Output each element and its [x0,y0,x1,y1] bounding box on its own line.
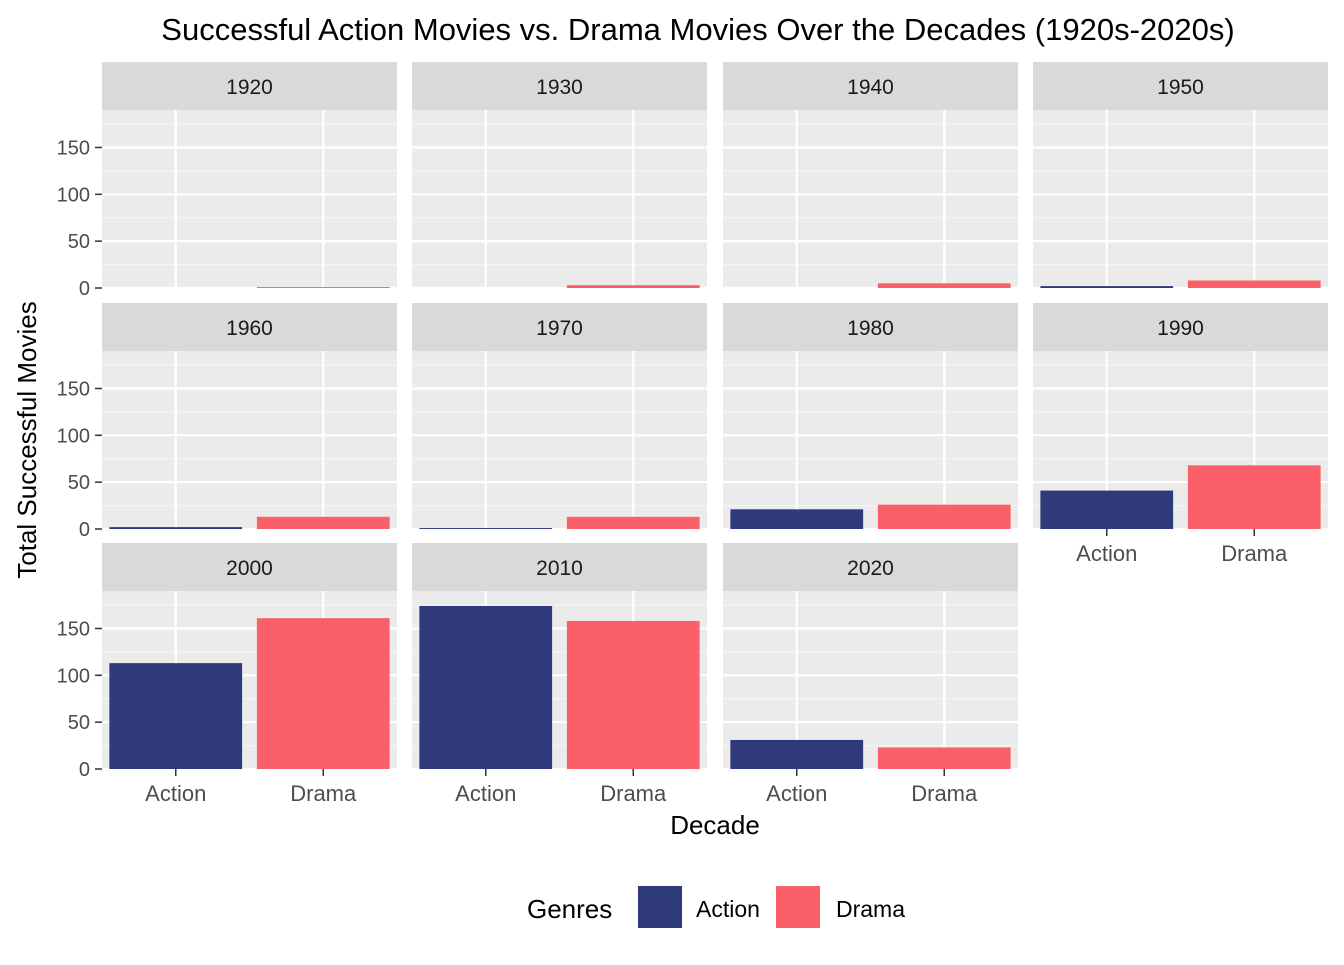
facet-1960-strip [102,303,397,351]
facet-1980-bar-action [730,509,864,529]
facet-1930-plot-background [412,110,707,288]
facet-2020-strip [723,543,1018,591]
facet-1990-x-tick-label: Drama [1221,541,1288,566]
facet-1920-strip [102,62,397,110]
facet-1990-strip-label: 1990 [1157,317,1204,340]
facet-2020-bar-drama [877,747,1011,769]
facet-1920-y-tick-label: 0 [79,278,90,300]
facet-2010-bar-action [419,605,553,769]
facet-2020-x-tick-label: Action [766,781,827,806]
facet-1970-strip-label: 1970 [536,317,583,340]
facet-1980-plot-background [723,351,1018,529]
facet-2000-x-tick-label: Drama [290,781,357,806]
legend-title: Genres [527,894,612,924]
x-axis-label: Decade [670,810,760,840]
facet-1960-bar-action [109,527,243,529]
facet-1960-y-tick-label: 100 [57,425,90,447]
facet-1960-panel: 1960 0 50 100 150 [57,303,397,541]
facet-1990-strip [1033,303,1328,351]
facet-2000-y-tick-label: 0 [79,759,90,781]
facet-1930-strip-label: 1930 [536,76,583,99]
facet-2020-panel: 2020 Action Drama [723,543,1018,806]
facet-1920-strip-label: 1920 [226,76,273,99]
facet-2000-strip-label: 2000 [226,557,273,580]
facet-1960-plot-background [102,351,397,529]
legend: Genres Action Drama [527,886,905,928]
facet-2000-y-tick-label: 50 [68,712,90,734]
facet-1940-bar-drama [877,283,1011,288]
facet-1930-strip [412,62,707,110]
facet-2000-x-tick-label: Action [145,781,206,806]
chart-title: Successful Action Movies vs. Drama Movie… [161,12,1234,47]
facet-1980-strip [723,303,1018,351]
facet-1980-bar-drama [877,504,1011,529]
facet-1970-strip [412,303,707,351]
facet-1960-y-tick-label: 50 [68,472,90,494]
facet-1920-y-tick-label: 150 [57,137,90,159]
facet-1970-panel: 1970 [412,303,707,531]
facet-1960-strip-label: 1960 [226,317,273,340]
facet-1970-bar-drama [566,516,700,529]
facet-1950-strip-label: 1950 [1157,76,1204,99]
facet-1920-panel: 1920 0 50 100 150 [57,62,397,300]
facet-1920-y-tick-label: 100 [57,184,90,206]
facet-1990-x-tick-label: Action [1076,541,1137,566]
facet-1940-plot-background [723,110,1018,288]
facet-2000-y-tick-label: 100 [57,665,90,687]
facet-1950-bar-action [1040,286,1174,288]
facet-2010-bar-drama [566,620,700,769]
facet-1960-y-tick-label: 0 [79,519,90,541]
facet-1950-strip [1033,62,1328,110]
facet-2020-x-tick-label: Drama [911,781,978,806]
facet-1920-y-tick-label: 50 [68,231,90,253]
facet-2000-panel: 2000 0 50 100 150 Action Drama [57,543,397,806]
facet-1920-bar-drama [256,287,390,288]
facet-2010-strip-label: 2010 [536,557,583,580]
facet-1990-panel: 1990 Action Drama [1033,303,1328,566]
legend-label-drama: Drama [836,896,905,922]
facet-1930-panel: 1930 [412,62,707,290]
facet-2020-strip-label: 2020 [847,557,894,580]
facet-2000-bar-drama [256,618,390,769]
legend-key-drama-icon [776,886,820,928]
facet-2010-x-tick-label: Drama [600,781,667,806]
facet-2000-y-tick-label: 150 [57,618,90,640]
facet-1940-strip-label: 1940 [847,76,894,99]
facet-1940-strip [723,62,1018,110]
facet-1950-panel: 1950 [1033,62,1328,290]
facet-1990-bar-action [1040,490,1174,529]
facet-2020-plot-background [723,591,1018,769]
facet-1920-plot-background [102,110,397,288]
facet-1970-bar-action [419,528,553,529]
facet-1970-plot-background [412,351,707,529]
facet-1960-y-tick-label: 150 [57,378,90,400]
facet-2000-strip [102,543,397,591]
facet-1930-bar-drama [566,285,700,288]
facet-1960-bar-drama [256,516,390,529]
facet-1940-panel: 1940 [723,62,1018,290]
y-axis-label: Total Successful Movies [12,301,42,578]
facet-1950-plot-background [1033,110,1328,288]
legend-key-action-icon [638,886,682,928]
facet-2010-panel: 2010 Action Drama [412,543,707,806]
facet-2020-bar-action [730,739,864,769]
facet-1950-bar-drama [1187,280,1321,288]
facet-2010-strip [412,543,707,591]
facet-2010-x-tick-label: Action [455,781,516,806]
legend-label-action: Action [696,896,760,922]
facet-1980-panel: 1980 [723,303,1018,531]
facet-1980-strip-label: 1980 [847,317,894,340]
facet-2000-bar-action [109,663,243,769]
facet-1990-bar-drama [1187,465,1321,529]
